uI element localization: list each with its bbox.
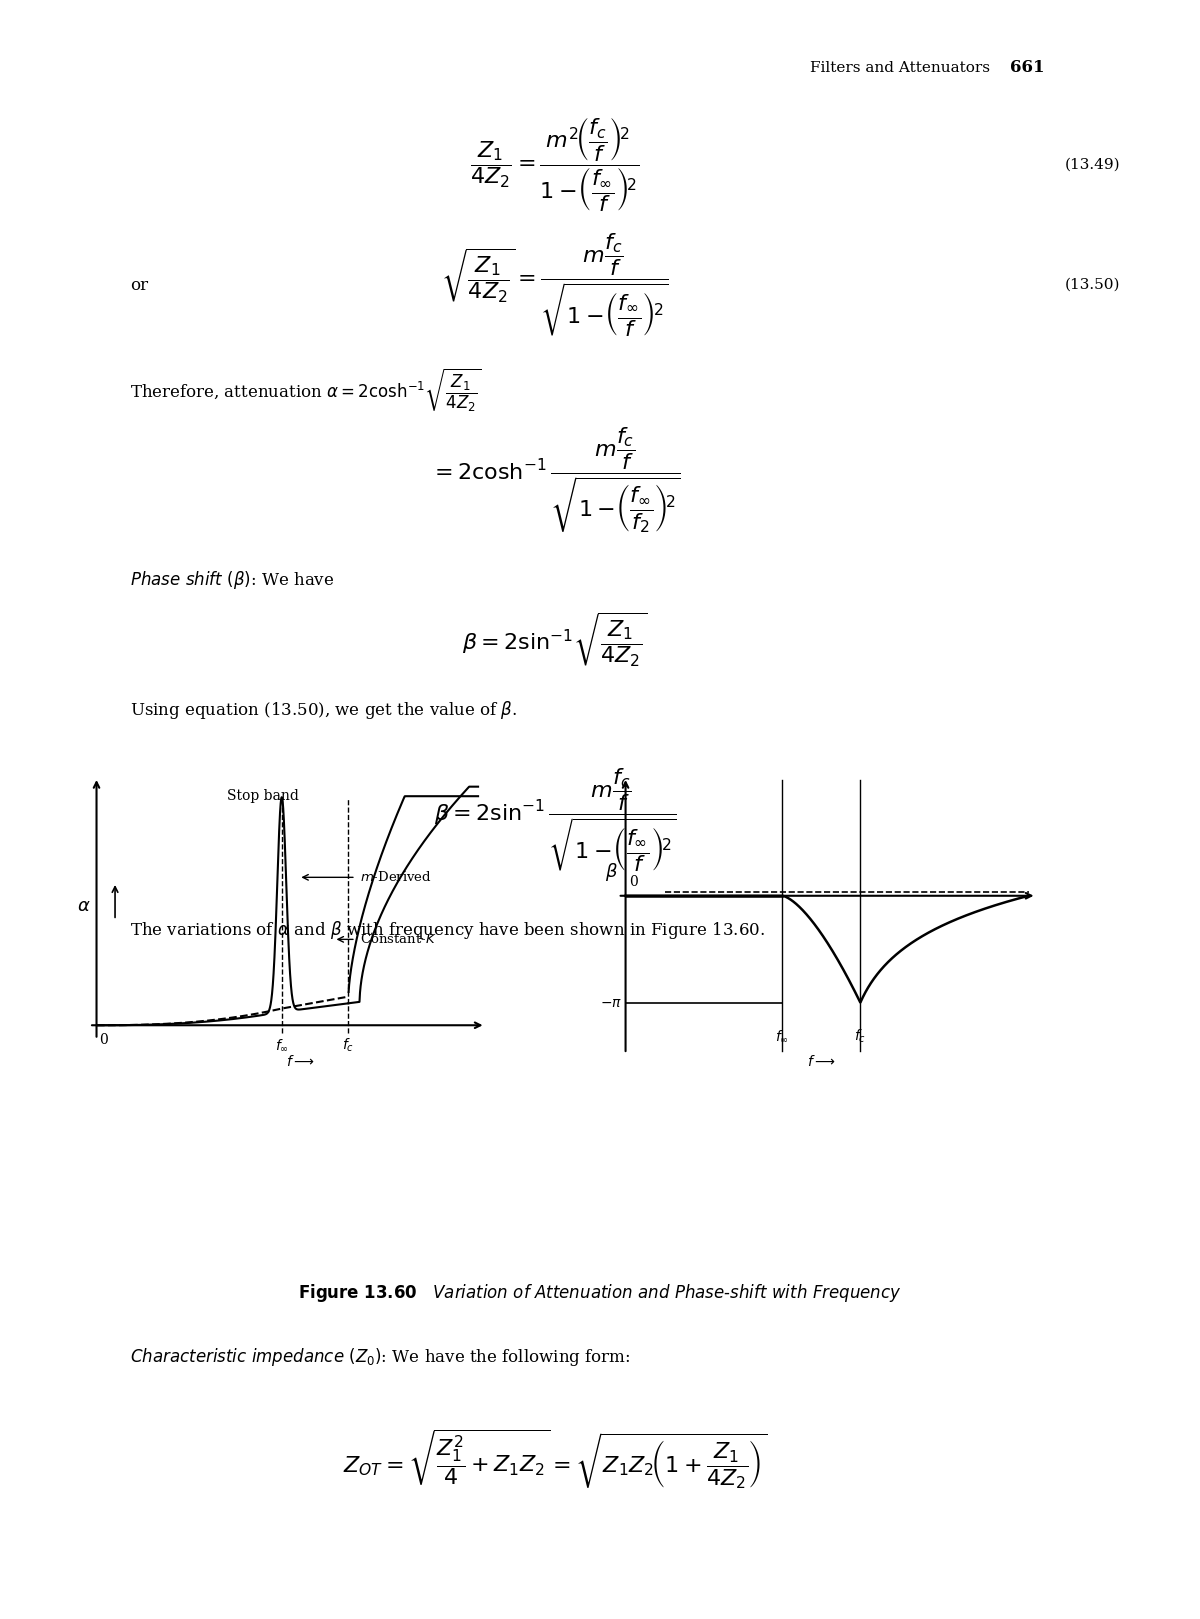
Text: Using equation (13.50), we get the value of $\beta$.: Using equation (13.50), we get the value… bbox=[130, 699, 517, 720]
Text: $m$-Derived: $m$-Derived bbox=[360, 871, 432, 884]
Text: $f_c$: $f_c$ bbox=[854, 1028, 866, 1046]
Text: $f \longrightarrow$: $f \longrightarrow$ bbox=[806, 1054, 835, 1070]
Text: (13.49): (13.49) bbox=[1066, 159, 1121, 172]
Text: 661: 661 bbox=[1010, 60, 1044, 76]
Text: $f_c$: $f_c$ bbox=[342, 1036, 354, 1054]
Text: The variations of $\alpha$ and $\beta$ with frequency have been shown in Figure : The variations of $\alpha$ and $\beta$ w… bbox=[130, 920, 764, 941]
Text: $\beta = 2\sin^{-1}\dfrac{m\dfrac{f_c}{f}}{\sqrt{1-\!\left(\dfrac{f_\infty}{f}\r: $\beta = 2\sin^{-1}\dfrac{m\dfrac{f_c}{f… bbox=[433, 766, 677, 874]
Text: $f_\infty$: $f_\infty$ bbox=[775, 1030, 790, 1044]
Text: $\alpha$: $\alpha$ bbox=[77, 897, 90, 915]
Text: (13.50): (13.50) bbox=[1066, 278, 1121, 291]
Text: 0: 0 bbox=[98, 1033, 108, 1046]
Text: Filters and Attenuators: Filters and Attenuators bbox=[810, 62, 990, 74]
Text: $\mathit{Phase\ shift}\ (\beta)$: We have: $\mathit{Phase\ shift}\ (\beta)$: We hav… bbox=[130, 568, 335, 591]
Text: $\beta = 2\sin^{-1}\!\sqrt{\dfrac{Z_1}{4Z_2}}$: $\beta = 2\sin^{-1}\!\sqrt{\dfrac{Z_1}{4… bbox=[462, 610, 648, 669]
Text: Stop band: Stop band bbox=[227, 788, 299, 803]
Text: $\mathbf{Figure\ 13.60}$$\quad\mathit{Variation\ of\ Attenuation\ and\ Phase\tex: $\mathbf{Figure\ 13.60}$$\quad\mathit{Va… bbox=[298, 1282, 902, 1303]
Text: $\mathit{Characteristic\ impedance}\ (Z_0)$: We have the following form:: $\mathit{Characteristic\ impedance}\ (Z_… bbox=[130, 1345, 630, 1368]
Text: Therefore, attenuation $\alpha = 2\cosh^{-1}\!\sqrt{\dfrac{Z_1}{4Z_2}}$: Therefore, attenuation $\alpha = 2\cosh^… bbox=[130, 366, 481, 414]
Text: $f_\infty$: $f_\infty$ bbox=[275, 1038, 289, 1052]
Text: $\sqrt{\dfrac{Z_1}{4Z_2}} = \dfrac{m\dfrac{f_c}{f}}{\sqrt{1-\!\left(\dfrac{f_\in: $\sqrt{\dfrac{Z_1}{4Z_2}} = \dfrac{m\dfr… bbox=[442, 232, 668, 338]
Text: Constant-$K$: Constant-$K$ bbox=[360, 933, 436, 947]
Text: or: or bbox=[130, 277, 148, 293]
Text: $-\pi$: $-\pi$ bbox=[600, 996, 622, 1010]
Text: $f \longrightarrow$: $f \longrightarrow$ bbox=[286, 1054, 314, 1069]
Text: $\beta$: $\beta$ bbox=[605, 861, 618, 882]
Text: $= 2\cosh^{-1}\dfrac{m\dfrac{f_c}{f}}{\sqrt{1-\!\left(\dfrac{f_\infty}{f_2}\righ: $= 2\cosh^{-1}\dfrac{m\dfrac{f_c}{f}}{\s… bbox=[430, 426, 680, 534]
Text: $Z_{OT} = \sqrt{\dfrac{Z_1^2}{4} + Z_1 Z_2}= \sqrt{Z_1 Z_2\!\left(1 + \dfrac{Z_1: $Z_{OT} = \sqrt{\dfrac{Z_1^2}{4} + Z_1 Z… bbox=[343, 1428, 767, 1493]
Text: $\dfrac{Z_1}{4Z_2} = \dfrac{m^2\!\left(\dfrac{f_c}{f}\right)^{\!2}}{1-\!\left(\d: $\dfrac{Z_1}{4Z_2} = \dfrac{m^2\!\left(\… bbox=[470, 115, 640, 214]
Text: 0: 0 bbox=[629, 874, 637, 889]
